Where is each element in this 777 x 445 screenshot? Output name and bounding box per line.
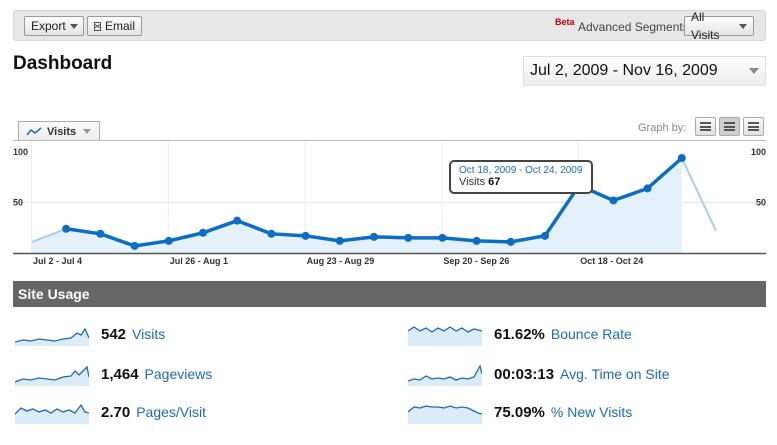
metric-row: 2.70 Pages/Visit — [15, 400, 206, 424]
x-tick-label: Oct 18 - Oct 24 — [580, 256, 643, 266]
visits-area — [32, 158, 682, 253]
visits-data-point — [301, 231, 310, 240]
chevron-down-icon — [83, 129, 92, 134]
report-toolbar: Export Email Beta Advanced Segments: All… — [13, 10, 766, 42]
x-tick-label: Aug 23 - Aug 29 — [307, 256, 375, 266]
new-visits-value: 75.09% — [494, 403, 545, 421]
envelope-icon — [94, 21, 101, 31]
graph-by-month-button[interactable] — [743, 117, 764, 136]
date-range-value: Jul 2, 2009 - Nov 16, 2009 — [530, 62, 718, 79]
line-chart-icon — [26, 126, 42, 135]
partial-week-segment — [31, 227, 67, 243]
visits-data-point — [404, 233, 413, 242]
tooltip-date-range: Oct 18, 2009 - Oct 24, 2009 — [459, 165, 583, 176]
metric-row: 61.62% Bounce Rate — [408, 322, 632, 346]
avg-time-link[interactable]: Avg. Time on Site — [560, 366, 670, 382]
visits-data-point — [199, 228, 207, 237]
metric-row: 542 Visits — [15, 322, 165, 346]
visits-value: 542 — [101, 325, 127, 343]
export-button[interactable]: Export — [24, 16, 84, 36]
graph-by-day-button[interactable] — [695, 117, 716, 136]
visits-data-point — [541, 231, 549, 240]
visits-sparkline-icon — [15, 327, 89, 346]
advanced-segments-label: Advanced Segments: — [578, 20, 693, 34]
day-view-icon — [700, 122, 711, 131]
pages-per-visit-value: 2.70 — [101, 403, 131, 421]
pages-per-visit-link[interactable]: Pages/Visit — [136, 404, 206, 420]
visits-data-point — [506, 237, 515, 246]
avg-time-sparkline-icon — [408, 364, 482, 386]
x-tick-label: Jul 26 - Aug 1 — [170, 256, 228, 266]
week-view-icon — [724, 122, 735, 131]
email-button[interactable]: Email — [87, 16, 142, 36]
pageviews-sparkline-icon — [15, 365, 89, 386]
x-tick-label: Jul 2 - Jul 4 — [33, 256, 82, 266]
metric-row: 75.09% % New Visits — [408, 400, 632, 424]
visits-data-point — [472, 236, 481, 245]
bounce-rate-link[interactable]: Bounce Rate — [550, 326, 632, 342]
metric-tab-label: Visits — [47, 125, 77, 138]
pageviews-link[interactable]: Pageviews — [144, 366, 213, 382]
visits-link[interactable]: Visits — [132, 326, 166, 342]
visits-data-point — [438, 233, 447, 242]
y-tick-label: 100 — [13, 147, 28, 157]
chevron-down-icon — [749, 68, 759, 74]
visits-data-point — [677, 154, 686, 163]
chevron-down-icon — [739, 23, 747, 29]
new-visits-sparkline-icon — [408, 405, 482, 424]
tooltip-value-line: Visits 67 — [459, 176, 583, 188]
segment-value: All Visits — [691, 10, 720, 42]
tooltip-metric-value: 67 — [488, 176, 501, 188]
visits-data-point — [335, 236, 344, 245]
graph-by-label: Graph by: — [638, 122, 687, 134]
visits-data-point — [609, 196, 618, 205]
metric-selector-tab[interactable]: Visits — [18, 121, 100, 141]
visits-data-point — [233, 216, 242, 225]
avg-time-value: 00:03:13 — [494, 365, 555, 383]
chart-tooltip: Oct 18, 2009 - Oct 24, 2009 Visits 67 — [449, 160, 593, 194]
segment-select[interactable]: All Visits — [684, 10, 754, 42]
metric-row: 1,464 Pageviews — [15, 362, 212, 386]
month-view-icon — [748, 122, 759, 131]
visits-data-point — [62, 224, 71, 233]
y-tick-label: 100 — [751, 147, 766, 157]
beta-badge: Beta — [555, 17, 575, 27]
partial-week-segment — [680, 157, 717, 232]
y-tick-label: 50 — [13, 198, 23, 208]
tooltip-metric-label: Visits — [459, 176, 486, 188]
bounce-rate-value: 61.62% — [494, 325, 545, 343]
metric-row: 00:03:13 Avg. Time on Site — [408, 362, 670, 386]
export-label: Export — [31, 19, 66, 33]
visits-chart: 100 100 50 50 Jul 2 - Jul 4 Jul 26 - Aug 1 Aug… — [13, 140, 766, 268]
visits-data-point — [267, 229, 276, 238]
x-tick-label: Sep 20 - Sep 26 — [443, 256, 509, 266]
visits-data-point — [96, 229, 105, 238]
date-range-picker[interactable]: Jul 2, 2009 - Nov 16, 2009 — [523, 56, 766, 86]
chevron-down-icon — [69, 23, 78, 29]
bounce-rate-sparkline-icon — [408, 326, 482, 346]
email-label: Email — [104, 19, 135, 33]
site-usage-heading: Site Usage — [13, 281, 766, 307]
pages-per-visit-sparkline-icon — [15, 403, 89, 424]
pageviews-value: 1,464 — [101, 365, 139, 383]
visits-data-point — [164, 236, 173, 245]
y-tick-label: 50 — [756, 198, 766, 208]
visits-chart-svg: 100 100 50 50 Jul 2 - Jul 4 Jul 26 - Aug 1 Aug… — [13, 140, 766, 266]
graph-by-week-button[interactable] — [719, 117, 740, 136]
visits-data-point — [370, 232, 378, 241]
visits-data-point — [643, 184, 652, 193]
visits-data-point — [130, 241, 139, 250]
new-visits-link[interactable]: % New Visits — [550, 404, 633, 420]
page-title: Dashboard — [13, 53, 113, 74]
